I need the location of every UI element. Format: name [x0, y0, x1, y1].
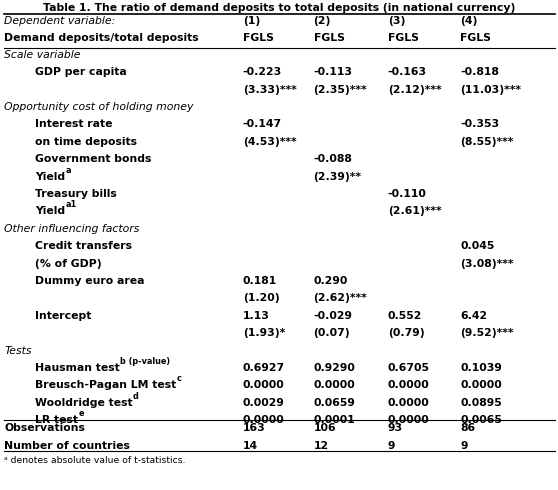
Text: Scale variable: Scale variable	[4, 50, 81, 60]
Text: Hausman test: Hausman test	[35, 363, 120, 373]
Text: -0.353: -0.353	[460, 120, 499, 129]
Text: Opportunity cost of holding money: Opportunity cost of holding money	[4, 102, 194, 112]
Text: d: d	[133, 392, 138, 401]
Text: FGLS: FGLS	[460, 33, 491, 43]
Text: (2.62)***: (2.62)***	[314, 294, 367, 303]
Text: -0.088: -0.088	[314, 154, 353, 164]
Text: 0.290: 0.290	[314, 276, 348, 286]
Text: 0.9290: 0.9290	[314, 363, 355, 373]
Text: Demand deposits/total deposits: Demand deposits/total deposits	[4, 33, 199, 43]
Text: on time deposits: on time deposits	[35, 137, 137, 147]
Text: (3): (3)	[388, 16, 405, 25]
Text: Number of countries: Number of countries	[4, 441, 131, 451]
Text: FGLS: FGLS	[243, 33, 273, 43]
Text: (1.93)*: (1.93)*	[243, 328, 285, 338]
Text: Table 1. The ratio of demand deposits to total deposits (in national currency): Table 1. The ratio of demand deposits to…	[43, 3, 515, 13]
Text: GDP per capita: GDP per capita	[35, 67, 127, 77]
Text: (0.79): (0.79)	[388, 328, 425, 338]
Text: Yield: Yield	[35, 172, 65, 182]
Text: 163: 163	[243, 423, 266, 433]
Text: -0.818: -0.818	[460, 67, 499, 77]
Text: 1.13: 1.13	[243, 311, 270, 321]
Text: Interest rate: Interest rate	[35, 120, 113, 129]
Text: 0.045: 0.045	[460, 241, 495, 251]
Text: 86: 86	[460, 423, 475, 433]
Text: (4): (4)	[460, 16, 478, 25]
Text: (3.08)***: (3.08)***	[460, 259, 514, 269]
Text: (2.12)***: (2.12)***	[388, 85, 441, 95]
Text: 0.6927: 0.6927	[243, 363, 285, 373]
Text: 0.0001: 0.0001	[314, 415, 355, 425]
Text: 0.0000: 0.0000	[243, 415, 285, 425]
Text: 6.42: 6.42	[460, 311, 488, 321]
Text: ᵃ denotes absolute value of t-statistics.: ᵃ denotes absolute value of t-statistics…	[4, 456, 186, 465]
Text: FGLS: FGLS	[314, 33, 344, 43]
Text: (2): (2)	[314, 16, 331, 25]
Text: (2.61)***: (2.61)***	[388, 206, 441, 217]
Text: Observations: Observations	[4, 423, 85, 433]
Text: 0.0659: 0.0659	[314, 398, 355, 408]
Text: Intercept: Intercept	[35, 311, 92, 321]
Text: 0.552: 0.552	[388, 311, 422, 321]
Text: -0.163: -0.163	[388, 67, 427, 77]
Text: 0.6705: 0.6705	[388, 363, 430, 373]
Text: (1.20): (1.20)	[243, 294, 280, 303]
Text: -0.110: -0.110	[388, 189, 427, 199]
Text: 0.0000: 0.0000	[314, 380, 355, 391]
Text: (2.39)**: (2.39)**	[314, 172, 362, 182]
Text: e: e	[78, 409, 84, 418]
Text: 0.0029: 0.0029	[243, 398, 285, 408]
Text: 9: 9	[460, 441, 468, 451]
Text: (% of GDP): (% of GDP)	[35, 259, 102, 269]
Text: FGLS: FGLS	[388, 33, 418, 43]
Text: -0.029: -0.029	[314, 311, 353, 321]
Text: a: a	[65, 166, 71, 175]
Text: 0.0000: 0.0000	[388, 398, 430, 408]
Text: Dependent variable:: Dependent variable:	[4, 16, 116, 25]
Text: (2.35)***: (2.35)***	[314, 85, 367, 95]
Text: LR test: LR test	[35, 415, 78, 425]
Text: 93: 93	[388, 423, 403, 433]
Text: (4.53)***: (4.53)***	[243, 137, 296, 147]
Text: -0.223: -0.223	[243, 67, 282, 77]
Text: Treasury bills: Treasury bills	[35, 189, 117, 199]
Text: 0.1039: 0.1039	[460, 363, 502, 373]
Text: 0.0895: 0.0895	[460, 398, 502, 408]
Text: 12: 12	[314, 441, 329, 451]
Text: (3.33)***: (3.33)***	[243, 85, 296, 95]
Text: 9: 9	[388, 441, 395, 451]
Text: Wooldridge test: Wooldridge test	[35, 398, 133, 408]
Text: 14: 14	[243, 441, 258, 451]
Text: 0.0000: 0.0000	[388, 415, 430, 425]
Text: -0.113: -0.113	[314, 67, 353, 77]
Text: 0.181: 0.181	[243, 276, 277, 286]
Text: Dummy euro area: Dummy euro area	[35, 276, 145, 286]
Text: (9.52)***: (9.52)***	[460, 328, 514, 338]
Text: a1: a1	[65, 200, 76, 210]
Text: Breusch-Pagan LM test: Breusch-Pagan LM test	[35, 380, 176, 391]
Text: (0.07): (0.07)	[314, 328, 350, 338]
Text: Credit transfers: Credit transfers	[35, 241, 132, 251]
Text: c: c	[176, 374, 181, 384]
Text: 0.0065: 0.0065	[460, 415, 502, 425]
Text: Yield: Yield	[35, 206, 65, 217]
Text: 0.0000: 0.0000	[388, 380, 430, 391]
Text: 0.0000: 0.0000	[460, 380, 502, 391]
Text: -0.147: -0.147	[243, 120, 282, 129]
Text: 106: 106	[314, 423, 336, 433]
Text: Government bonds: Government bonds	[35, 154, 152, 164]
Text: Tests: Tests	[4, 345, 32, 356]
Text: (1): (1)	[243, 16, 260, 25]
Text: (8.55)***: (8.55)***	[460, 137, 514, 147]
Text: (11.03)***: (11.03)***	[460, 85, 521, 95]
Text: 0.0000: 0.0000	[243, 380, 285, 391]
Text: Other influencing factors: Other influencing factors	[4, 224, 140, 234]
Text: b (p-value): b (p-value)	[120, 357, 170, 366]
